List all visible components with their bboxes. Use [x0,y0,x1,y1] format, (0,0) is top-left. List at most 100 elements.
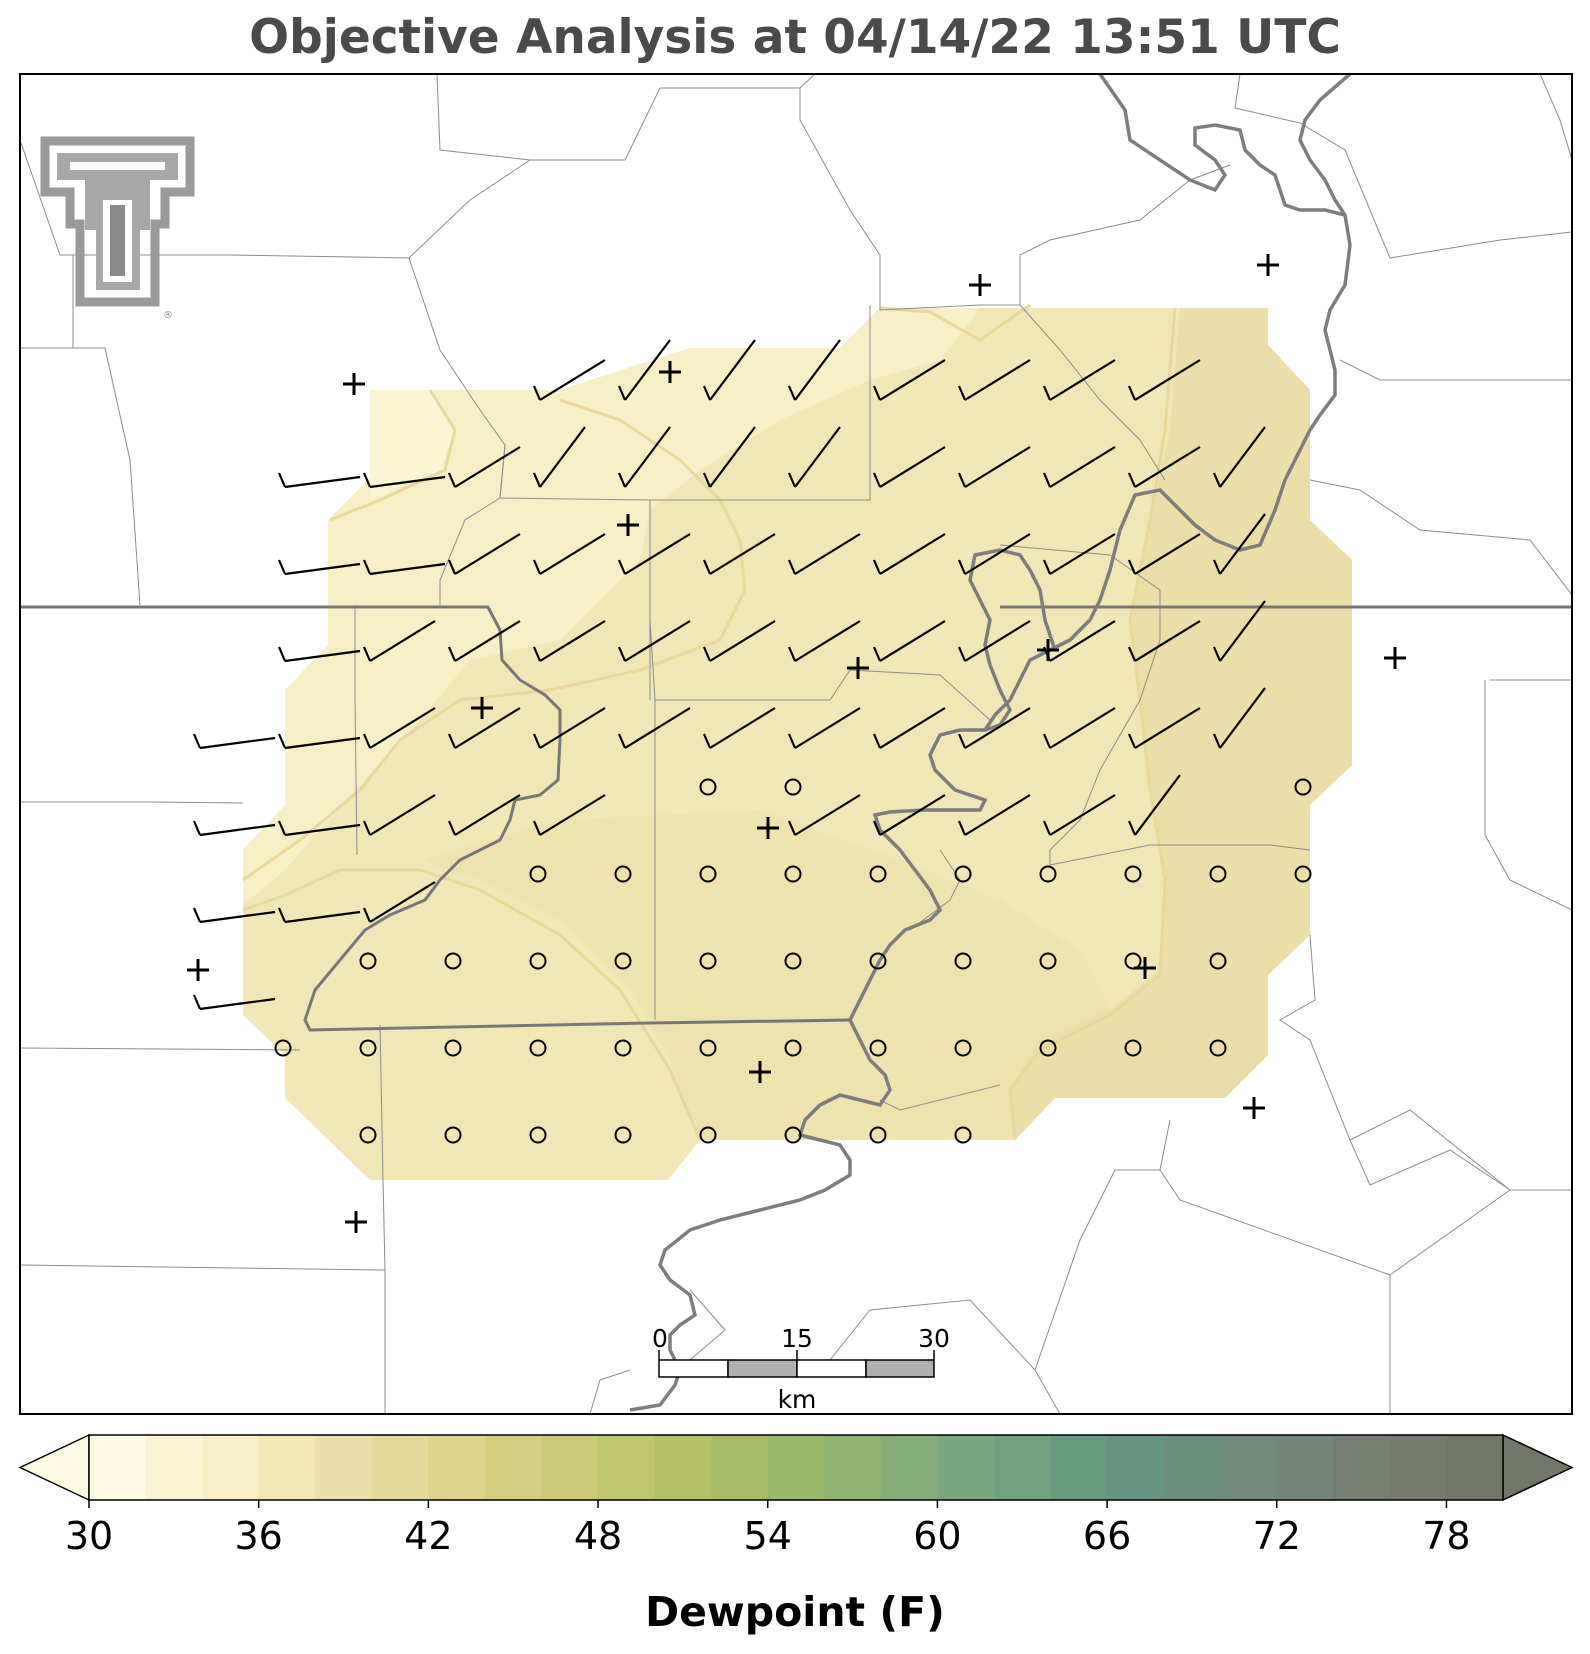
wind-barb [957,620,1031,662]
calm-station [444,1126,462,1144]
calm-station [1124,865,1142,883]
missing-station-marker [1384,647,1406,669]
missing-station-marker [187,959,209,981]
state-boundary [20,605,851,1032]
missing-data-stations [187,254,1406,1233]
wind-barb [872,707,946,749]
wind-barb [532,620,606,662]
river-lines [629,74,1352,1412]
calm-station [529,1126,547,1144]
calm-station [869,952,887,970]
wind-barb [532,426,586,488]
scale-unit-label: km [778,1385,817,1414]
wind-barb [362,620,436,662]
calm-station [444,952,462,970]
wind-barb [872,359,946,401]
wind-barb [1212,426,1266,488]
calm-station [784,952,802,970]
wind-barb [1042,446,1116,488]
wind-barb [1127,620,1201,662]
calm-station [529,1039,547,1057]
wind-barb [787,620,861,662]
missing-station-marker [617,514,639,536]
calm-station [784,1126,802,1144]
wind-barb [192,994,276,1011]
colorbar-cell [824,1435,882,1500]
wind-barb [617,533,691,575]
wind-barb [617,707,691,749]
wind-barb [957,794,1031,836]
wind-barb [1127,707,1201,749]
wind-barb [957,359,1031,401]
colorbar-cell [1050,1435,1108,1500]
calm-station [1209,1039,1227,1057]
wind-barb [702,339,756,401]
calm-wind-stations [274,778,1312,1144]
wind-barb [872,794,946,836]
wind-barb [617,426,671,488]
colorbar-frame [88,1434,1504,1501]
calm-station [784,865,802,883]
calm-station [954,1039,972,1057]
missing-station-marker [749,1061,771,1083]
wind-barb [702,426,756,488]
map-frame [19,73,1573,1415]
calm-station [274,1039,292,1057]
missing-station-marker [343,373,365,395]
wind-barb [1042,707,1116,749]
wind-barb [447,446,521,488]
wind-barb [957,446,1031,488]
wind-barb [192,820,276,837]
colorbar-cell [937,1435,995,1500]
calm-station [529,865,547,883]
missing-station-marker [1257,254,1279,276]
calm-station [954,952,972,970]
calm-station [444,1039,462,1057]
colorbar-tick-label: 42 [404,1514,452,1558]
colorbar-cell [598,1435,656,1500]
colorbar-tick-label: 72 [1253,1514,1301,1558]
calm-station [614,1126,632,1144]
dewpoint-fill-mid [420,810,1110,1140]
colorbar-tick-label: 66 [1083,1514,1131,1558]
colorbar-tick-label: 30 [65,1514,113,1558]
calm-station [614,952,632,970]
wind-barb [957,533,1031,575]
dewpoint-contours [242,303,1177,1141]
wind-barb [362,881,436,923]
calm-station [614,865,632,883]
missing-station-marker [1037,639,1059,661]
calm-station [614,1039,632,1057]
colorbar-cell [654,1435,712,1500]
wind-barb [277,733,361,750]
wind-barb [277,907,361,924]
colorbar-tick-label: 78 [1422,1514,1470,1558]
colorbar-extend-min [18,1433,90,1502]
wind-barb [447,533,521,575]
scale-label-15: 15 [781,1324,813,1353]
wind-barb [702,707,776,749]
calm-station [1039,952,1057,970]
calm-station [359,1039,377,1057]
calm-station [359,952,377,970]
scale-label-0: 0 [652,1324,668,1353]
colorbar-cell [880,1435,938,1500]
calm-station [1294,865,1312,883]
calm-station [869,1126,887,1144]
colorbar-extend-max [1502,1433,1574,1502]
wind-barb [277,472,361,489]
wind-barb [1127,774,1181,836]
calm-station [699,952,717,970]
wind-barb-field [192,339,1266,1011]
wind-barb [1212,513,1266,575]
scale-label-30: 30 [918,1324,950,1353]
colorbar-cell [1163,1435,1221,1500]
colorbar-cell [484,1435,542,1500]
wind-barb [1127,446,1201,488]
missing-station-marker [847,657,869,679]
wind-barb [787,426,841,488]
missing-station-marker [659,361,681,383]
colorbar-cell [202,1435,260,1500]
calm-station [699,778,717,796]
